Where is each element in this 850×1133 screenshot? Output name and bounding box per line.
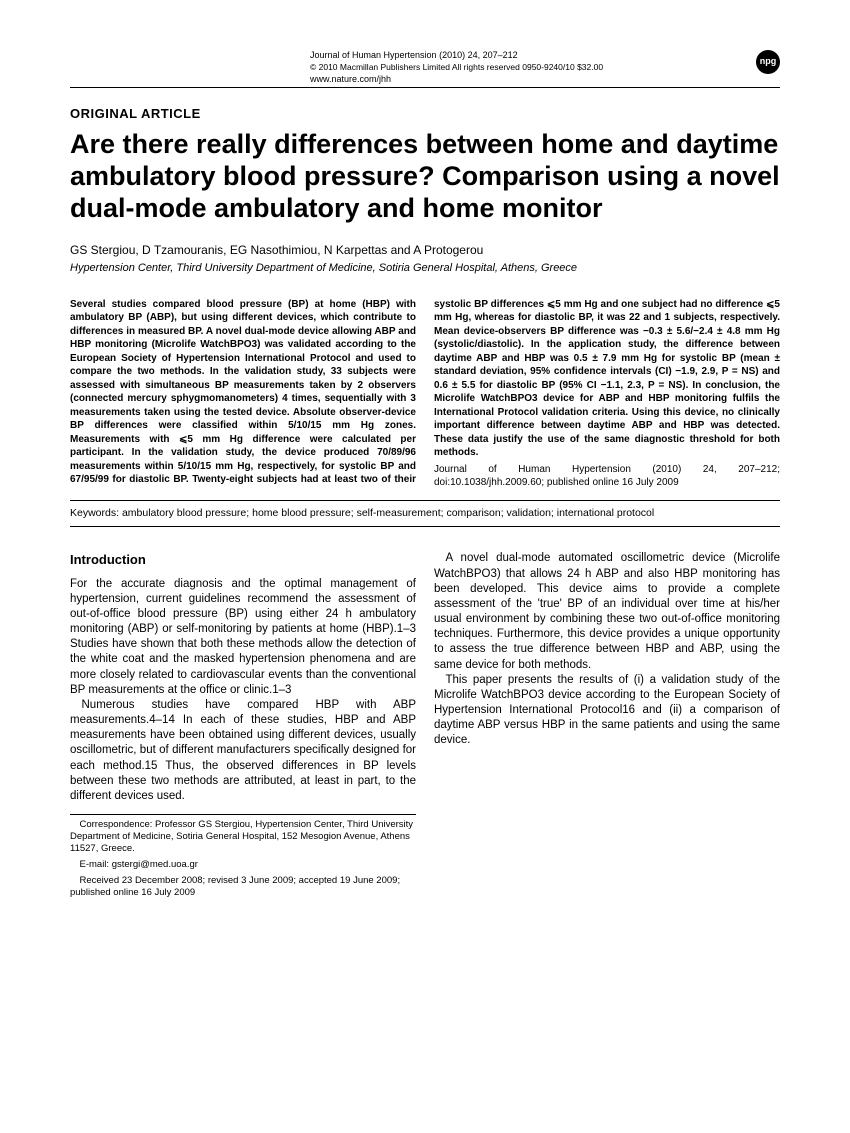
received-dates: Received 23 December 2008; revised 3 Jun…: [70, 875, 416, 899]
intro-paragraph-1: For the accurate diagnosis and the optim…: [70, 577, 416, 698]
intro-paragraph-2: Numerous studies have compared HBP with …: [70, 698, 416, 804]
keywords-label: Keywords:: [70, 507, 119, 519]
keywords-bar: Keywords: ambulatory blood pressure; hom…: [70, 500, 780, 528]
intro-paragraph-4: This paper presents the results of (i) a…: [434, 673, 780, 749]
header-meta: Journal of Human Hypertension (2010) 24,…: [70, 50, 780, 88]
correspondence: Correspondence: Professor GS Stergiou, H…: [70, 819, 416, 855]
npg-badge-icon: npg: [756, 50, 780, 74]
intro-heading: Introduction: [70, 551, 416, 568]
body-text: Introduction For the accurate diagnosis …: [70, 551, 780, 898]
journal-line: Journal of Human Hypertension (2010) 24,…: [310, 50, 603, 62]
article-type: ORIGINAL ARTICLE: [70, 106, 780, 123]
article-title: Are there really differences between hom…: [70, 129, 780, 225]
email: E-mail: gstergi@med.uoa.gr: [70, 859, 416, 871]
journal-url: www.nature.com/jhh: [310, 74, 603, 86]
authors: GS Stergiou, D Tzamouranis, EG Nasothimi…: [70, 243, 780, 259]
journal-meta: Journal of Human Hypertension (2010) 24,…: [310, 50, 603, 85]
journal-citation: Journal of Human Hypertension (2010) 24,…: [434, 463, 780, 490]
copyright-line: © 2010 Macmillan Publishers Limited All …: [310, 62, 603, 73]
keywords-text: ambulatory blood pressure; home blood pr…: [122, 507, 654, 519]
abstract-text: Several studies compared blood pressure …: [70, 299, 780, 486]
affiliation: Hypertension Center, Third University De…: [70, 261, 780, 275]
abstract: Several studies compared blood pressure …: [70, 298, 780, 490]
intro-paragraph-3: A novel dual-mode automated oscillometri…: [434, 551, 780, 672]
footnote-separator: [70, 814, 416, 815]
